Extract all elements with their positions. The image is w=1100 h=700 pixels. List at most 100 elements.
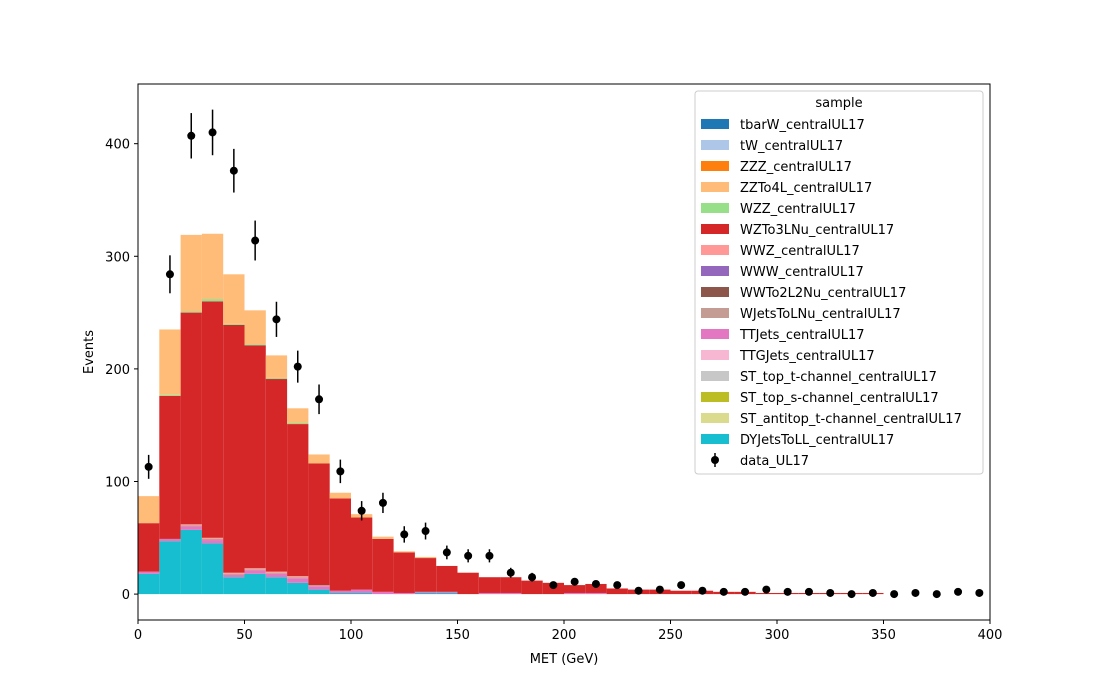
bar-ttjets-centralul17-bin-17 <box>500 592 522 595</box>
data-point-25 <box>677 581 686 590</box>
y-tick-label-100: 100 <box>105 475 130 490</box>
bar-wzto3lnu-centralul17-bin-22 <box>606 588 628 595</box>
bar-wjetstolnu-centralul17-bin-2 <box>180 525 202 527</box>
bar-ttjets-centralul17-bin-4 <box>223 574 245 578</box>
legend-label-data: data_UL17 <box>740 454 809 469</box>
bar-zzto4l-centralul17-bin-0 <box>138 496 160 524</box>
bar-ttjets-centralul17-bin-16 <box>478 592 501 595</box>
bar-dyjetstoll-centralul17-bin-5 <box>244 573 266 595</box>
bar-dyjetstoll-centralul17-bin-10 <box>351 592 373 595</box>
data-point-5 <box>251 236 260 245</box>
legend-label-dyjetstoll-centralul17: DYJetsToLL_centralUL17 <box>740 433 894 448</box>
y-tick-label-400: 400 <box>105 138 130 153</box>
bar-ttjets-centralul17-bin-0 <box>138 571 160 574</box>
bar-zzto4l-centralul17-bin-7 <box>287 408 309 423</box>
bar-wwz-centralul17-bin-6 <box>265 571 288 573</box>
bar-ttjets-centralul17-bin-1 <box>159 538 181 542</box>
legend-label-wwz-centralul17: WWZ_centralUL17 <box>740 244 860 259</box>
bar-dyjetstoll-centralul17-bin-2 <box>180 529 202 595</box>
y-tick-label-300: 300 <box>105 250 130 265</box>
data-point-13 <box>421 527 430 536</box>
data-point-27 <box>719 587 728 596</box>
bar-dyjetstoll-centralul17-bin-9 <box>329 592 351 595</box>
legend-label-www-centralul17: WWW_centralUL17 <box>740 265 864 280</box>
legend-swatch-tbarw-centralul17 <box>701 119 729 129</box>
bar-wzto3lnu-centralul17-bin-15 <box>457 572 479 595</box>
data-point-17 <box>506 568 515 577</box>
bar-wzz-centralul17-bin-5 <box>244 344 266 346</box>
bar-wzto3lnu-centralul17-bin-13 <box>414 558 437 592</box>
x-tick-label-200: 200 <box>552 628 577 643</box>
x-tick-label-100: 100 <box>339 628 364 643</box>
legend-swatch-st-top-s-channel-centralul17 <box>701 392 729 402</box>
legend-label-st-top-t-channel-centralul17: ST_top_t-channel_centralUL17 <box>740 370 937 385</box>
bar-zzto4l-centralul17-bin-5 <box>244 310 266 345</box>
legend-swatch-zzz-centralul17 <box>701 161 729 171</box>
bar-zzto4l-centralul17-bin-12 <box>393 551 415 553</box>
y-tick-label-0: 0 <box>122 588 130 603</box>
legend-swatch-tw-centralul17 <box>701 140 729 150</box>
bar-ttjets-centralul17-bin-10 <box>351 589 373 593</box>
legend-swatch-ttjets-centralul17 <box>701 329 729 339</box>
data-point-24 <box>655 585 664 594</box>
data-point-21 <box>591 579 600 588</box>
bar-zzto4l-centralul17-bin-8 <box>308 454 330 464</box>
data-point-7 <box>293 362 302 371</box>
data-point-0 <box>144 462 153 471</box>
data-point-3 <box>208 128 217 137</box>
legend-data-marker <box>711 456 719 464</box>
data-point-12 <box>400 530 409 539</box>
bar-zzto4l-centralul17-bin-11 <box>372 536 394 539</box>
bar-wzto3lnu-centralul17-bin-0 <box>138 523 160 572</box>
legend-box <box>694 90 984 475</box>
data-point-11 <box>378 498 387 507</box>
legend-label-wjetstolnu-centralul17: WJetsToLNu_centralUL17 <box>740 307 901 322</box>
axes: 0 50 100 150 200 250 300 350 400 0 100 200 300 400 <box>105 138 1002 643</box>
data-point-37 <box>932 590 941 599</box>
bar-wzto3lnu-centralul17-bin-8 <box>308 463 330 586</box>
bar-dyjetstoll-centralul17-bin-13 <box>414 592 437 595</box>
bar-wzto3lnu-centralul17-bin-21 <box>585 583 607 593</box>
data-point-34 <box>868 588 877 597</box>
legend-label-wzto3lnu-centralul17: WZTo3LNu_centralUL17 <box>740 223 894 238</box>
y-axis-label: Events <box>82 330 97 374</box>
bar-wzto3lnu-centralul17-bin-6 <box>265 379 288 572</box>
data-point-16 <box>485 551 494 560</box>
bar-dyjetstoll-centralul17-bin-1 <box>159 541 181 595</box>
bar-ttjets-centralul17-bin-12 <box>393 592 415 595</box>
bar-wjetstolnu-centralul17-bin-6 <box>265 572 288 574</box>
data-point-18 <box>528 573 537 582</box>
bar-zzto4l-centralul17-bin-1 <box>159 329 181 395</box>
bar-wzz-centralul17-bin-6 <box>265 377 288 380</box>
bar-wzto3lnu-centralul17-bin-2 <box>180 312 202 525</box>
data-point-38 <box>954 587 963 596</box>
data-point-19 <box>549 581 558 590</box>
data-point-29 <box>762 585 771 594</box>
bar-dyjetstoll-centralul17-bin-0 <box>138 573 160 595</box>
legend-items: tbarW_centralUL17 tW_centralUL17 ZZZ_centr… <box>701 118 962 469</box>
data-point-2 <box>187 131 196 140</box>
data-point-35 <box>890 590 899 599</box>
bar-zzto4l-centralul17-bin-2 <box>180 234 202 312</box>
bar-ttjets-centralul17-bin-13 <box>414 591 437 593</box>
data-point-10 <box>357 506 366 515</box>
bar-wzto3lnu-centralul17-bin-12 <box>393 552 415 593</box>
bar-zzto4l-centralul17-bin-6 <box>265 355 288 378</box>
legend-label-tw-centralul17: tW_centralUL17 <box>740 139 843 154</box>
bar-wwz-centralul17-bin-2 <box>180 524 202 526</box>
bar-wzto3lnu-centralul17-bin-25 <box>670 590 692 595</box>
bar-dyjetstoll-centralul17-bin-7 <box>287 582 309 595</box>
bar-zzto4l-centralul17-bin-9 <box>329 492 351 499</box>
bar-wjetstolnu-centralul17-bin-7 <box>287 577 309 579</box>
bar-zzto4l-centralul17-bin-4 <box>223 274 245 324</box>
bar-zzto4l-centralul17-bin-13 <box>414 556 437 559</box>
legend-swatch-wwto2l2nu-centralul17 <box>701 287 729 297</box>
bar-wzto3lnu-centralul17-bin-14 <box>436 565 458 592</box>
data-point-33 <box>847 590 856 599</box>
legend-label-zzz-centralul17: ZZZ_centralUL17 <box>740 160 852 175</box>
bar-dyjetstoll-centralul17-bin-4 <box>223 577 245 595</box>
legend-swatch-dyjetstoll-centralul17 <box>701 434 729 444</box>
bar-dyjetstoll-centralul17-bin-3 <box>201 543 224 595</box>
bar-dyjetstoll-centralul17-bin-8 <box>308 589 330 595</box>
